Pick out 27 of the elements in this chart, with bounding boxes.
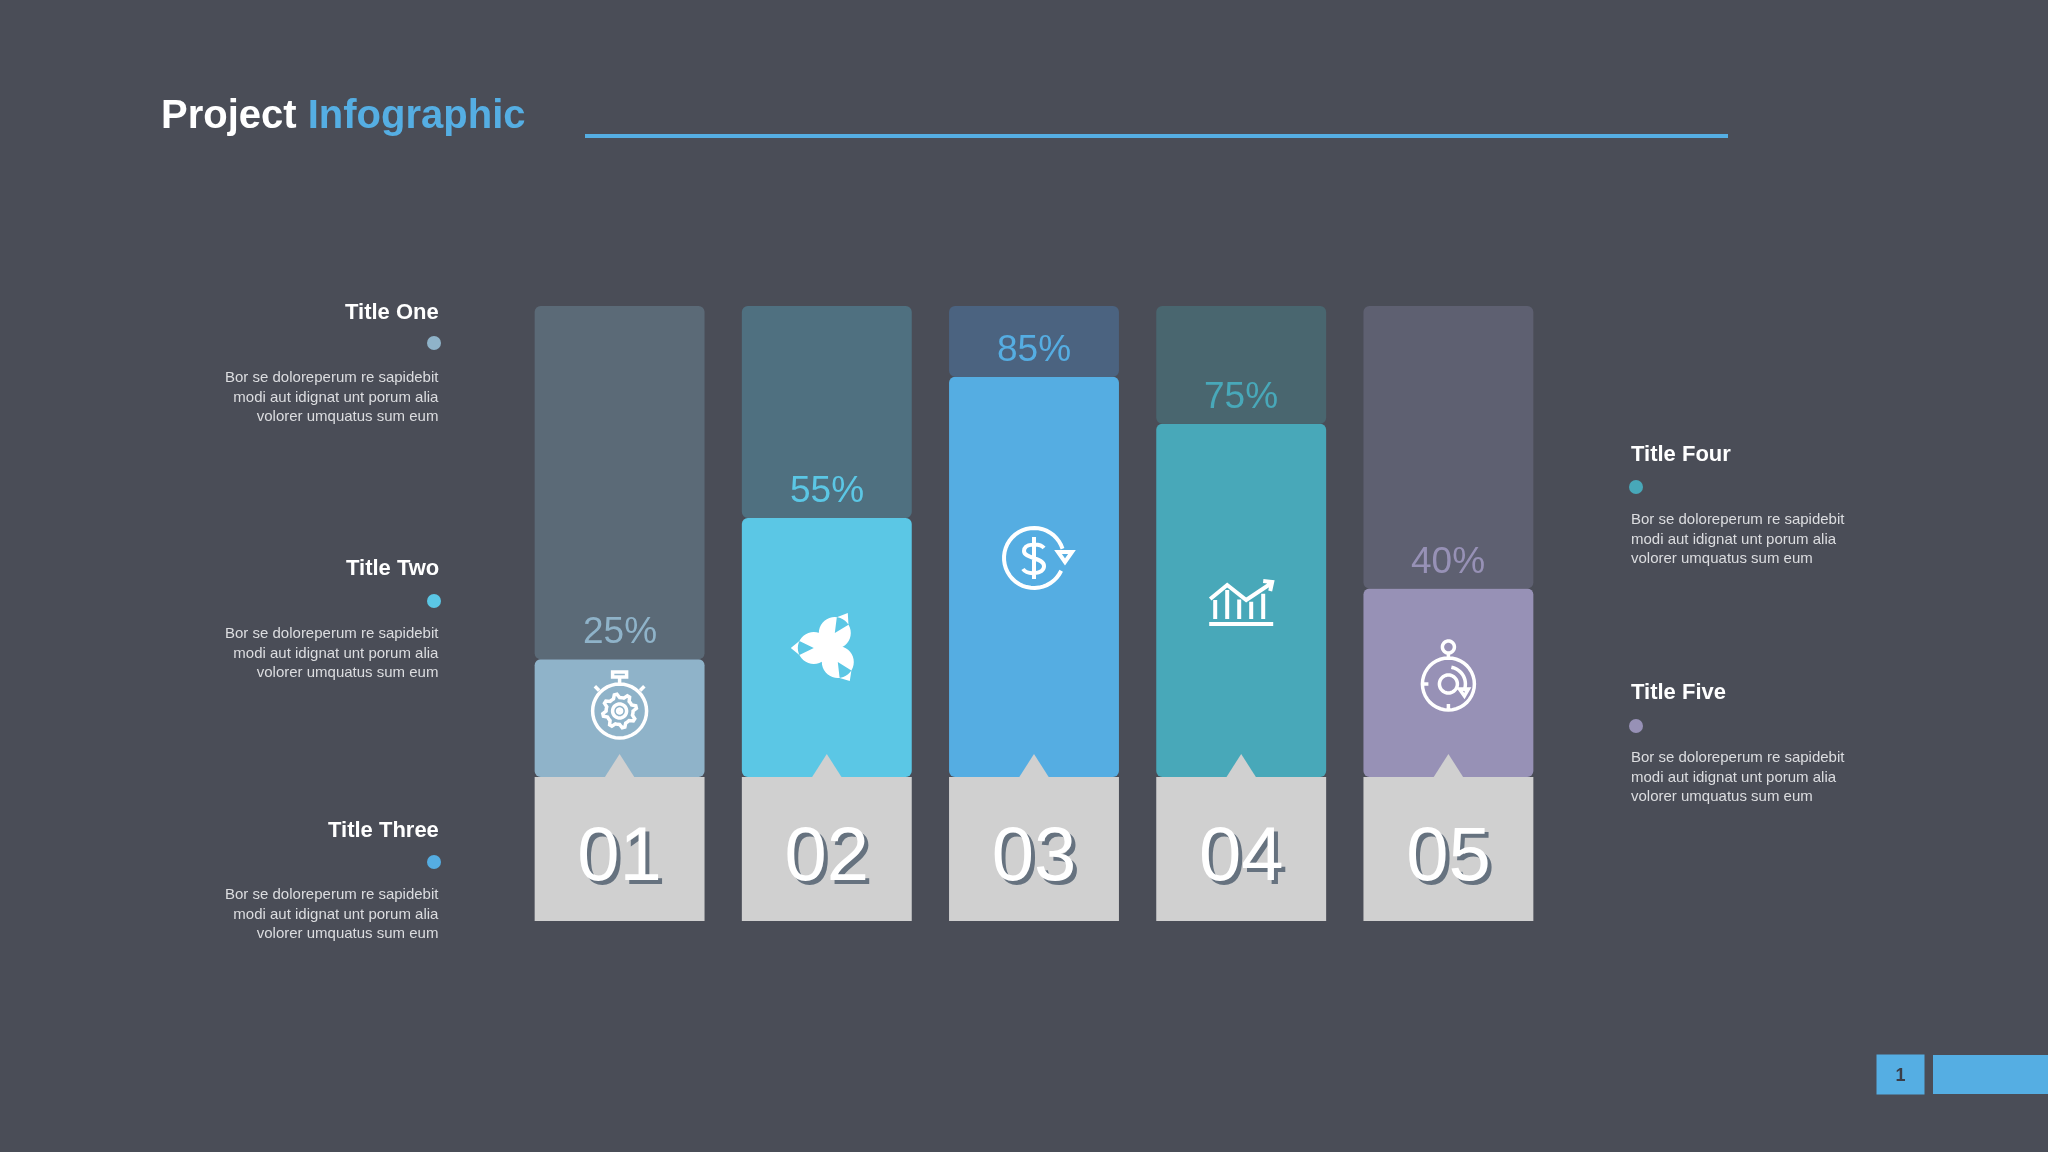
- x-tick-label: 02: [784, 811, 870, 896]
- x-tick-label: 05: [1406, 811, 1491, 896]
- bar: [1363, 306, 1534, 589]
- bar: [949, 306, 1119, 377]
- chart-title: Project Infographic: [161, 92, 526, 136]
- text: Bor se doloreperum re sapidebit modi aut idignat unt porum alia volorer umquatus sum eum: [225, 885, 440, 941]
- text: Title Four: [1631, 441, 1732, 466]
- data-label: 40%: [1411, 540, 1486, 581]
- text: Title One: [345, 299, 439, 324]
- data-label: 25%: [583, 610, 658, 651]
- text: Bor se doloreperum re sapidebit modi aut idignat unt porum alia volorer umquatus sum eum: [225, 368, 440, 424]
- x-tick-label: 03: [991, 811, 1077, 896]
- text: Title Three: [328, 817, 439, 842]
- text: 1: [1895, 1064, 1906, 1085]
- x-tick-label: 01: [577, 811, 662, 896]
- bar: [1156, 306, 1327, 424]
- text: Title Five: [1631, 679, 1726, 704]
- bar: [534, 306, 705, 660]
- text: Bor se doloreperum re sapidebit modi aut idignat unt porum alia volorer umquatus sum eum: [225, 624, 440, 680]
- text: Title Two: [346, 555, 440, 580]
- data-label: 75%: [1204, 375, 1279, 416]
- bar: [741, 306, 912, 518]
- data-label: 55%: [790, 469, 865, 510]
- text: Bor se doloreperum re sapidebit modi aut idignat unt porum alia volorer umquatus sum eum: [1631, 510, 1846, 566]
- text: Bor se doloreperum re sapidebit modi aut idignat unt porum alia volorer umquatus sum eum: [1631, 748, 1846, 804]
- data-label: 85%: [997, 328, 1072, 369]
- x-tick-label: 04: [1198, 811, 1284, 896]
